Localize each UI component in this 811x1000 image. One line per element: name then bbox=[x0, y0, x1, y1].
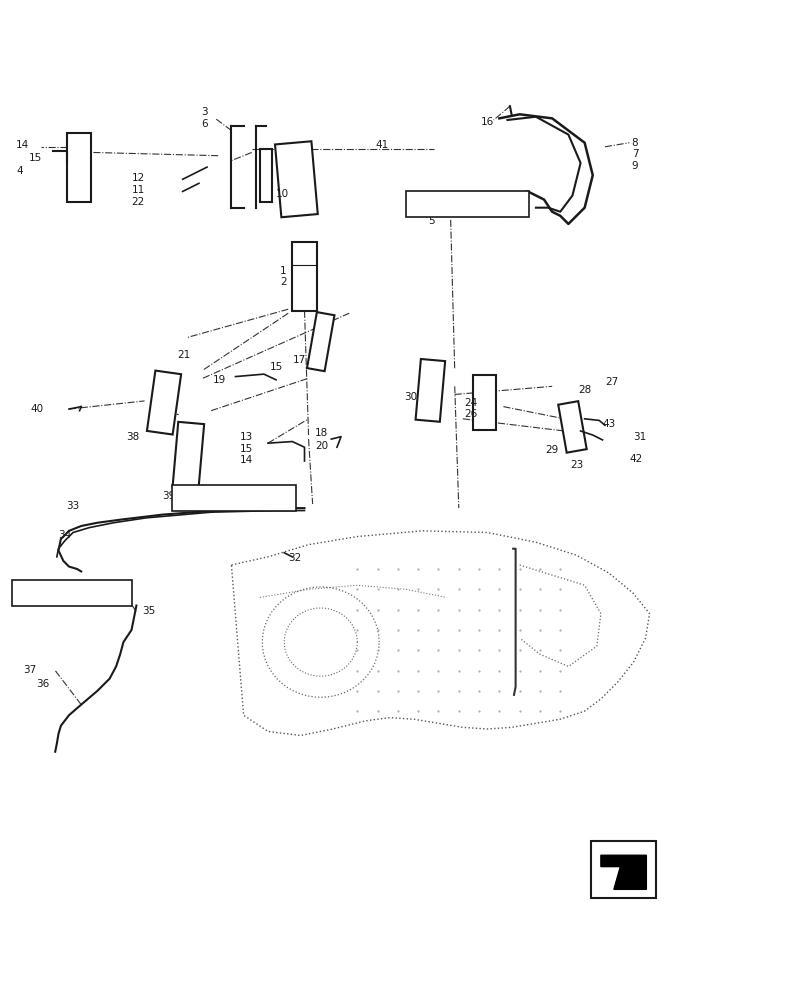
Text: 29: 29 bbox=[545, 445, 558, 455]
Bar bbox=[307, 312, 334, 371]
Text: 25: 25 bbox=[274, 503, 287, 513]
Text: 36: 36 bbox=[36, 679, 49, 689]
Bar bbox=[557, 401, 586, 453]
Text: 38: 38 bbox=[126, 432, 139, 442]
Polygon shape bbox=[600, 855, 646, 889]
Text: 33: 33 bbox=[67, 501, 79, 511]
Text: 43: 43 bbox=[602, 419, 615, 429]
Text: 15: 15 bbox=[28, 153, 41, 163]
Text: 17: 17 bbox=[292, 355, 305, 365]
Bar bbox=[415, 359, 444, 422]
Text: 21: 21 bbox=[177, 350, 190, 360]
Text: 27: 27 bbox=[604, 377, 617, 387]
Text: 10: 10 bbox=[276, 189, 289, 199]
Text: 15: 15 bbox=[239, 444, 252, 454]
Text: 9: 9 bbox=[631, 161, 637, 171]
Bar bbox=[292, 242, 316, 311]
FancyBboxPatch shape bbox=[12, 580, 132, 606]
FancyBboxPatch shape bbox=[172, 485, 295, 511]
Text: 6: 6 bbox=[201, 119, 208, 129]
Text: 4: 4 bbox=[16, 166, 23, 176]
Text: 5: 5 bbox=[427, 216, 434, 226]
Text: 42: 42 bbox=[629, 454, 642, 464]
Text: 55.988.AD 08: 55.988.AD 08 bbox=[15, 588, 87, 598]
Text: 18: 18 bbox=[315, 428, 328, 438]
Text: 14: 14 bbox=[16, 140, 29, 150]
Text: 35: 35 bbox=[142, 606, 155, 616]
Text: 2: 2 bbox=[280, 277, 286, 287]
Bar bbox=[67, 133, 91, 202]
Text: 22: 22 bbox=[131, 197, 144, 207]
Text: 40: 40 bbox=[31, 404, 44, 414]
Text: 37: 37 bbox=[23, 665, 36, 675]
Text: 39: 39 bbox=[162, 491, 175, 501]
Text: 13: 13 bbox=[239, 432, 252, 442]
Text: 14: 14 bbox=[239, 455, 252, 465]
Text: 20: 20 bbox=[315, 441, 328, 451]
Text: 24: 24 bbox=[464, 398, 477, 408]
Text: 26: 26 bbox=[464, 409, 477, 419]
Text: 34: 34 bbox=[58, 530, 71, 540]
Text: 16: 16 bbox=[480, 117, 493, 127]
Bar bbox=[147, 371, 181, 435]
Text: 15: 15 bbox=[269, 362, 282, 372]
Text: 28: 28 bbox=[577, 385, 590, 395]
Text: 3: 3 bbox=[201, 107, 208, 117]
Bar bbox=[275, 141, 317, 217]
Text: 8: 8 bbox=[631, 138, 637, 148]
Text: 1: 1 bbox=[280, 266, 286, 276]
FancyBboxPatch shape bbox=[590, 841, 655, 898]
Text: 41: 41 bbox=[375, 140, 388, 150]
Text: 55.988.AD 06: 55.988.AD 06 bbox=[175, 493, 247, 503]
Text: 32: 32 bbox=[288, 553, 301, 563]
Text: 30: 30 bbox=[404, 392, 417, 402]
FancyBboxPatch shape bbox=[406, 191, 529, 217]
Text: 23: 23 bbox=[569, 460, 582, 470]
Text: 11: 11 bbox=[131, 185, 144, 195]
Bar bbox=[173, 422, 204, 489]
Text: 31: 31 bbox=[633, 432, 646, 442]
Text: 7: 7 bbox=[631, 149, 637, 159]
Text: 19: 19 bbox=[212, 375, 225, 385]
Bar bbox=[260, 149, 272, 202]
Bar bbox=[473, 375, 496, 430]
Text: 12: 12 bbox=[131, 173, 144, 183]
Text: 55.988.AD 07: 55.988.AD 07 bbox=[409, 199, 480, 209]
